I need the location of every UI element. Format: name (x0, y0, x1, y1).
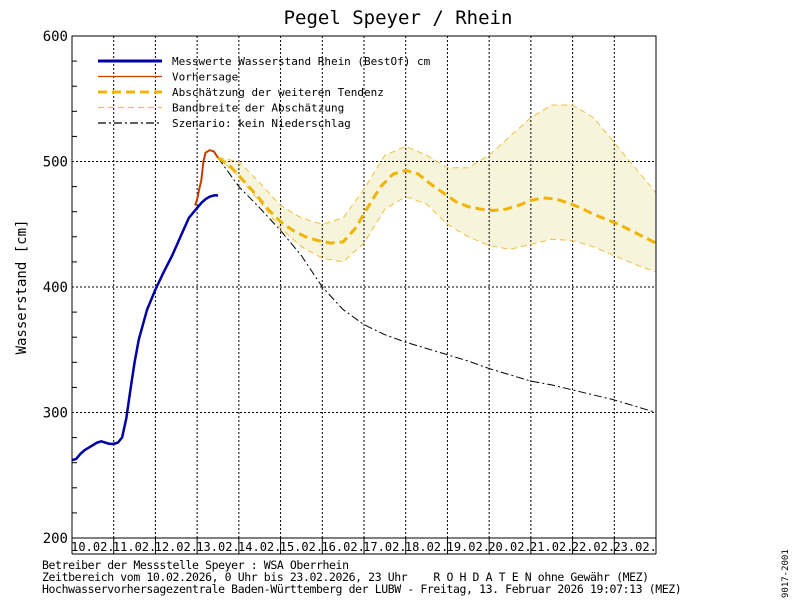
y-tick-label-600: 600 (43, 29, 68, 45)
side-identifier: 9017-2001 (781, 549, 791, 598)
footer-publisher: Hochwasservorhersagezentrale Baden-Württ… (42, 582, 682, 596)
legend-entry-scenario-label: Szenario: kein Niederschlag (172, 117, 351, 130)
series-tendency-line (217, 156, 657, 245)
x-ticks-group: 10.02.11.02.12.02.13.02.14.02.15.02.16.0… (71, 538, 657, 555)
x-tick-label: 21.02. (530, 540, 573, 554)
legend-entry-band-label: Bandbreite der Abschätzung (172, 102, 344, 115)
legend-entry-forecast-label: Vorhersage (172, 71, 238, 84)
x-tick-label: 10.02. (71, 540, 114, 554)
legend: Messwerte Wasserstand Rhein (BestOf) cm V… (98, 55, 431, 130)
series-measured-line (71, 194, 218, 462)
x-tick-label: 18.02. (405, 540, 448, 554)
series-forecast-line (194, 149, 219, 206)
chart-title: Pegel Speyer / Rhein (284, 7, 513, 29)
footer-time-range: Zeitbereich vom 10.02.2026, 0 Uhr bis 23… (42, 570, 649, 584)
estimate-band-lower (217, 157, 657, 273)
x-tick-label: 12.02. (155, 540, 198, 554)
y-tick-label-400: 400 (43, 280, 68, 296)
x-tick-label: 17.02. (363, 540, 406, 554)
x-tick-label: 11.02. (113, 540, 156, 554)
footer-operator: Betreiber der Messstelle Speyer : WSA Ob… (42, 558, 349, 572)
series-scenario-line (217, 157, 657, 413)
x-tick-label: 14.02. (238, 540, 281, 554)
x-tick-label: 19.02. (447, 540, 490, 554)
legend-entry-tendency-label: Abschätzung der weiteren Tendenz (172, 86, 384, 99)
x-tick-label: 23.02. (613, 540, 656, 554)
estimate-band-area (218, 105, 656, 272)
x-tick-label: 13.02. (196, 540, 239, 554)
y-tick-label-300: 300 (43, 406, 68, 422)
x-tick-label: 22.02. (572, 540, 615, 554)
x-tick-label: 16.02. (321, 540, 364, 554)
y-ticks-group: 200 300 400 500 600 (43, 29, 77, 547)
grid-group (72, 36, 656, 538)
legend-entry-measured-label: Messwerte Wasserstand Rhein (BestOf) cm (172, 55, 431, 68)
estimate-band-group (218, 105, 656, 272)
y-tick-label-200: 200 (43, 531, 68, 547)
estimate-band-upper (217, 104, 657, 225)
x-tick-label: 15.02. (280, 540, 323, 554)
y-tick-label-500: 500 (43, 155, 68, 171)
series-group (71, 104, 657, 462)
x-tick-label: 20.02. (488, 540, 531, 554)
y-axis-label: Wasserstand [cm] (14, 220, 30, 355)
